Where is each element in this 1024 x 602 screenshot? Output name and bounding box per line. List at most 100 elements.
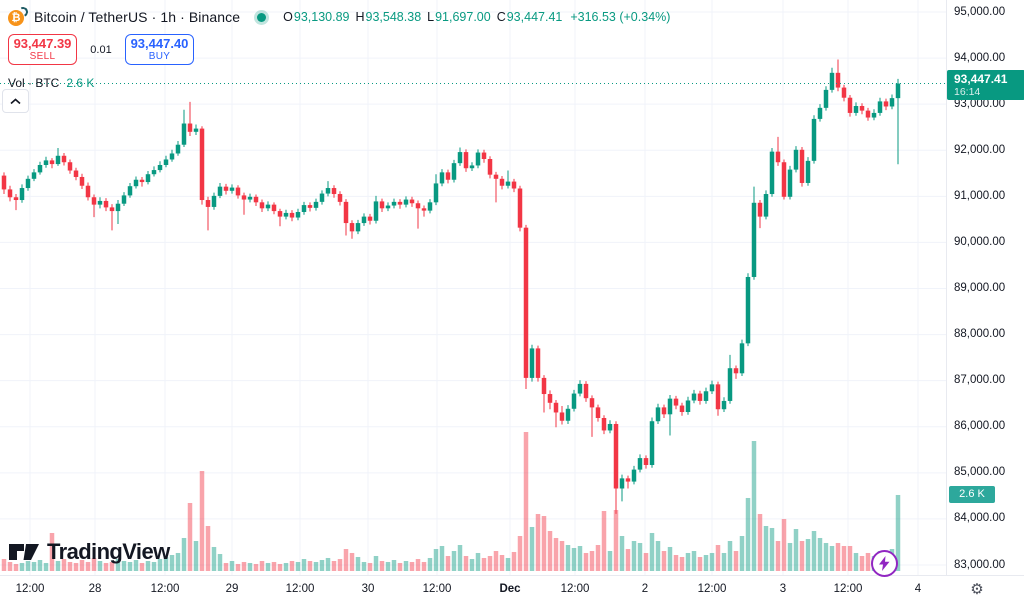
candle-body [121,195,127,204]
candle [193,124,199,136]
volume-bar [577,546,583,571]
volume-bar [115,559,121,571]
volume-bar [31,561,37,571]
volume-bar [241,561,247,571]
price-tick-label: 83,000.00 [954,558,1006,571]
symbol-title[interactable]: Bitcoin / TetherUS · 1h · Binance [34,9,241,25]
volume-bar [301,559,307,571]
volume-bar [73,562,79,571]
price-axis[interactable]: 93,447.41 16:14 2.6 K 95,000.00 94,000.00… [946,0,1024,575]
candle [541,375,547,413]
candle-body [199,128,205,201]
low-label: L [427,10,435,24]
quick-trade-button[interactable] [871,550,898,577]
volume-bar [691,551,697,571]
candle-body [607,423,613,431]
volume-bar [247,562,253,571]
candle-body [31,172,37,179]
candle [223,183,229,195]
candle-body [331,188,337,195]
candle-body [79,176,85,186]
price-tick-label: 94,000.00 [954,51,1006,64]
candle [313,198,319,211]
sell-price: 93,447.39 [13,35,72,51]
candle [427,199,433,214]
candle-body [157,164,163,171]
time-axis[interactable]: ⚙ 12:00 28 12:00 29 12:00 30 12:00 Dec 12:00 2 12:… [0,575,1024,602]
price-tick-label: 95,000.00 [954,5,1006,18]
time-tick-label: 3 [779,583,787,595]
candle-body [91,197,97,205]
candle-body [169,153,175,160]
volume-indicator-legend[interactable]: Vol · BTC 2.6 K [8,76,670,90]
volume-bar [757,514,763,571]
candle-body [637,458,643,470]
time-tick-label: 29 [225,583,239,595]
candle [373,195,379,224]
candle-body [517,188,523,228]
volume-bar [859,556,865,571]
candle-body [253,196,259,203]
candle [247,193,253,203]
candle [721,397,727,413]
volume-bar [451,551,457,571]
tradingview-logo[interactable]: TradingView [8,539,170,565]
candle-body [451,163,457,180]
volume-bar [769,527,775,571]
candle-body [763,194,769,217]
candle-body [367,216,373,221]
candle-body [547,394,553,403]
candle-body [259,202,265,209]
candle [805,157,811,186]
candle-body [541,377,547,395]
trade-buttons-row: 93,447.39 SELL 0.01 93,447.40 BUY [8,34,670,65]
candle-body [193,128,199,132]
candle-body [835,72,841,88]
candle [19,184,25,203]
candle [391,198,397,209]
volume-bar [379,561,385,571]
candle [319,190,325,205]
collapse-legend-button[interactable] [2,89,29,113]
candle-body [295,212,301,218]
volume-bar [721,552,727,571]
gear-icon[interactable]: ⚙ [970,581,984,598]
candle-body [361,216,367,224]
candle-body [127,186,133,196]
candle-body [445,172,451,180]
buy-button[interactable]: 93,447.40 BUY [125,34,194,65]
volume-bar [631,541,637,571]
candle [115,200,121,224]
price-tick-label: 87,000.00 [954,374,1006,387]
candle [475,149,481,169]
candle-body [697,393,703,401]
candle-body [685,400,691,413]
volume-bar [787,542,793,571]
candle-body [817,107,823,119]
candle [613,421,619,514]
candle-body [805,160,811,183]
volume-bar [553,537,559,571]
candle [643,455,649,469]
volume-bar [685,552,691,571]
volume-bar [373,556,379,571]
candle-body [853,106,859,113]
candle-body [151,170,157,175]
candle [703,387,709,404]
volume-bar [427,557,433,571]
candle [859,103,865,115]
candle [667,394,673,436]
candle [877,97,883,116]
volume-bar [829,546,835,571]
candle [697,390,703,405]
sell-button[interactable]: 93,447.39 SELL [8,34,77,65]
candle [481,149,487,163]
price-tick-label: 85,000.00 [954,466,1006,479]
candle [529,344,535,382]
candle [211,192,217,210]
candle-body [523,227,529,378]
low-value: 91,697.00 [435,10,491,24]
candle-body [493,174,499,179]
volume-bar [1,559,7,571]
candle-body [727,368,733,401]
